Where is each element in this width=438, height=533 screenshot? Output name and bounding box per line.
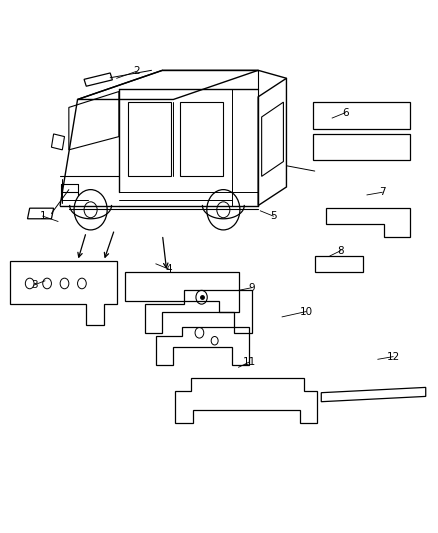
Text: 10: 10 [300, 306, 313, 317]
Text: 1: 1 [39, 211, 46, 221]
Text: 5: 5 [270, 211, 277, 221]
Text: 6: 6 [342, 108, 349, 118]
Text: 11: 11 [243, 357, 256, 367]
Text: 9: 9 [248, 282, 255, 293]
Text: 12: 12 [386, 352, 400, 361]
Text: 7: 7 [379, 187, 385, 197]
Text: 3: 3 [31, 280, 37, 290]
Text: 4: 4 [166, 264, 172, 274]
Text: 2: 2 [133, 67, 140, 76]
Text: 8: 8 [338, 246, 344, 256]
